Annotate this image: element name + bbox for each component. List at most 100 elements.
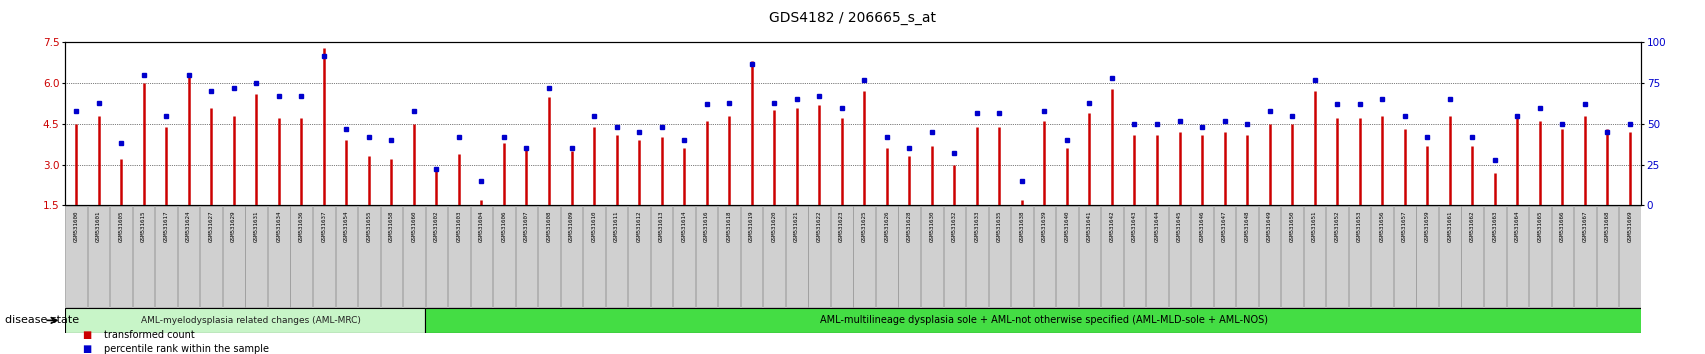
Bar [987, 206, 1009, 307]
Bar [133, 206, 155, 307]
Text: GSM531608: GSM531608 [546, 210, 551, 242]
Bar [1349, 206, 1369, 307]
Text: GSM531601: GSM531601 [95, 210, 101, 242]
Bar [1528, 206, 1550, 307]
Text: AML-myelodysplasia related changes (AML-MRC): AML-myelodysplasia related changes (AML-… [140, 316, 360, 325]
Bar [1190, 206, 1212, 307]
Bar [1325, 206, 1347, 307]
Text: GSM531630: GSM531630 [929, 210, 934, 242]
Text: GSM531655: GSM531655 [367, 210, 372, 242]
Bar [380, 206, 402, 307]
Text: GSM531627: GSM531627 [208, 210, 213, 242]
Bar [1011, 206, 1032, 307]
Bar [87, 206, 109, 307]
Bar [921, 206, 943, 307]
Bar [1550, 206, 1572, 307]
Text: GSM531605: GSM531605 [119, 210, 123, 242]
Bar [561, 206, 581, 307]
Text: GSM531665: GSM531665 [1536, 210, 1541, 242]
Text: GSM531606: GSM531606 [501, 210, 506, 242]
Bar [65, 206, 87, 307]
Text: GSM531604: GSM531604 [479, 210, 484, 242]
Bar [808, 206, 830, 307]
Bar [1371, 206, 1393, 307]
Text: GSM531648: GSM531648 [1245, 210, 1248, 242]
Text: GSM531666: GSM531666 [1558, 210, 1563, 242]
Text: GSM531635: GSM531635 [996, 210, 1001, 242]
Text: GSM531636: GSM531636 [298, 210, 303, 242]
Text: GSM531657: GSM531657 [1402, 210, 1407, 242]
Text: GSM531652: GSM531652 [1333, 210, 1338, 242]
Text: GSM531632: GSM531632 [951, 210, 957, 242]
Bar [1055, 206, 1078, 307]
Text: GSM531618: GSM531618 [726, 210, 731, 242]
Bar [1461, 206, 1482, 307]
Text: GSM531642: GSM531642 [1108, 210, 1113, 242]
Text: ■: ■ [82, 330, 90, 339]
Text: transformed count: transformed count [104, 330, 194, 339]
Bar [199, 206, 222, 307]
Bar [268, 206, 290, 307]
Bar [852, 206, 875, 307]
Bar [448, 206, 469, 307]
Text: AML-multilineage dysplasia sole + AML-not otherwise specified (AML-MLD-sole + AM: AML-multilineage dysplasia sole + AML-no… [820, 315, 1269, 325]
Bar [605, 206, 627, 307]
Text: GSM531610: GSM531610 [592, 210, 597, 242]
Text: GSM531647: GSM531647 [1221, 210, 1226, 242]
Text: GSM531663: GSM531663 [1492, 210, 1497, 242]
Text: GSM531659: GSM531659 [1424, 210, 1429, 242]
Bar [537, 206, 559, 307]
Bar [1393, 206, 1415, 307]
Text: GSM531661: GSM531661 [1446, 210, 1451, 242]
Bar [1258, 206, 1280, 307]
Text: GSM531612: GSM531612 [636, 210, 641, 242]
Text: GSM531645: GSM531645 [1176, 210, 1182, 242]
Bar [1596, 206, 1618, 307]
Bar [740, 206, 762, 307]
Bar [718, 206, 740, 307]
Bar [155, 206, 177, 307]
Text: GSM531623: GSM531623 [839, 210, 844, 242]
Text: GSM531662: GSM531662 [1470, 210, 1473, 242]
Bar [899, 206, 919, 307]
Text: GSM531619: GSM531619 [748, 210, 754, 242]
Bar [1078, 206, 1100, 307]
Bar [1033, 206, 1055, 307]
Bar [762, 206, 784, 307]
Text: disease state: disease state [5, 315, 78, 325]
Text: GSM531631: GSM531631 [254, 210, 259, 242]
Text: GSM531656: GSM531656 [1379, 210, 1384, 242]
Text: GSM531609: GSM531609 [569, 210, 573, 242]
Text: GSM531637: GSM531637 [321, 210, 326, 242]
Bar [1618, 206, 1640, 307]
Text: GSM531667: GSM531667 [1582, 210, 1586, 242]
Bar [1574, 206, 1594, 307]
Text: GSM531625: GSM531625 [861, 210, 866, 242]
Bar [965, 206, 987, 307]
Bar [696, 206, 718, 307]
Bar [336, 206, 356, 307]
Text: GSM531641: GSM531641 [1086, 210, 1091, 242]
Text: GSM531669: GSM531669 [1627, 210, 1632, 242]
Text: GSM531629: GSM531629 [232, 210, 235, 242]
Bar [425, 308, 1652, 333]
Bar [673, 206, 694, 307]
Text: GSM531638: GSM531638 [1020, 210, 1023, 242]
Text: GSM531650: GSM531650 [1289, 210, 1294, 242]
Bar [1236, 206, 1257, 307]
Bar [246, 206, 268, 307]
Bar [1415, 206, 1437, 307]
Bar [786, 206, 806, 307]
Text: GSM531600: GSM531600 [73, 210, 78, 242]
Bar [65, 308, 425, 333]
Bar [358, 206, 380, 307]
Bar [111, 206, 131, 307]
Text: GSM531613: GSM531613 [658, 210, 663, 242]
Text: GSM531668: GSM531668 [1604, 210, 1610, 242]
Text: GSM531624: GSM531624 [186, 210, 191, 242]
Text: GSM531628: GSM531628 [907, 210, 910, 242]
Bar [943, 206, 965, 307]
Text: GSM531644: GSM531644 [1154, 210, 1159, 242]
Text: ■: ■ [82, 344, 90, 354]
Text: GSM531615: GSM531615 [142, 210, 147, 242]
